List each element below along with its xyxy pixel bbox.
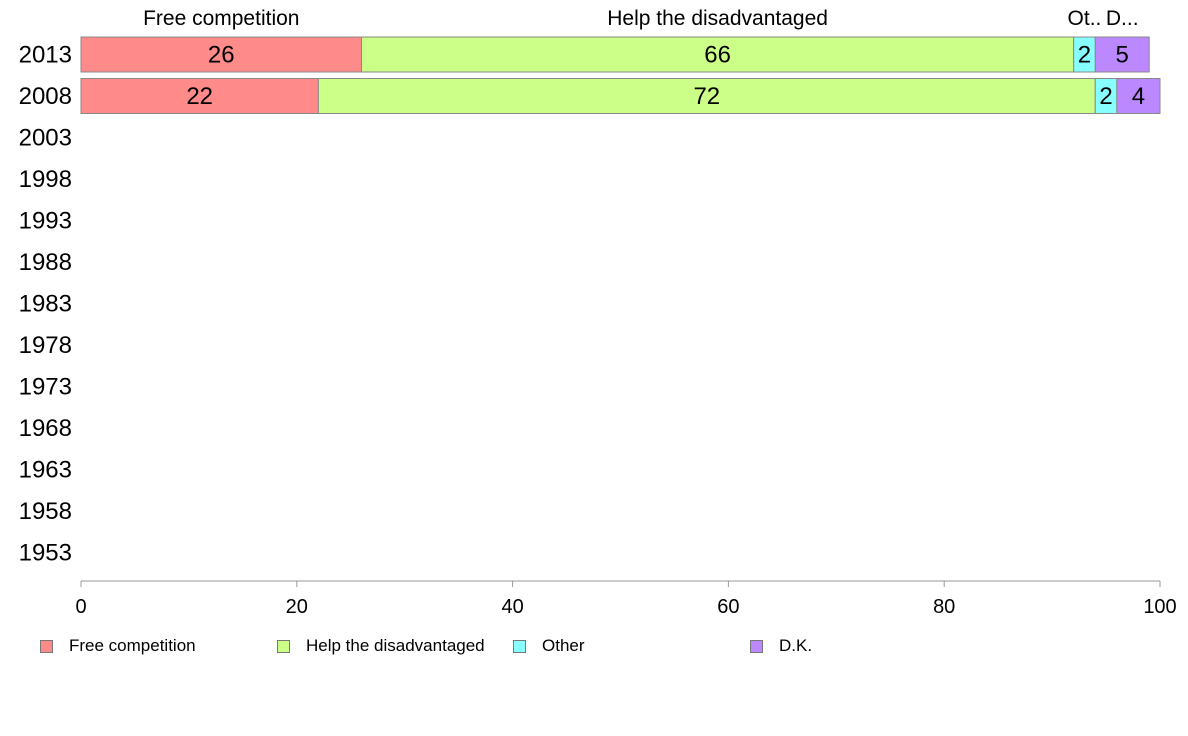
x-tick-label: 80 <box>933 596 955 618</box>
y-tick-label: 1953 <box>19 540 72 567</box>
data-label: 22 <box>186 83 213 110</box>
data-label: 5 <box>1116 42 1129 69</box>
top-category-label: Help the disadvantaged <box>607 7 828 30</box>
legend-swatch <box>277 639 290 653</box>
data-label: 4 <box>1132 83 1145 110</box>
legend-item: Free competition <box>40 636 196 656</box>
data-label: 72 <box>693 83 720 110</box>
y-tick-label: 1978 <box>19 332 72 359</box>
bar-segment <box>80 78 319 114</box>
x-tick-label: 60 <box>717 596 739 618</box>
legend-item: D.K. <box>750 636 812 656</box>
legend-swatch <box>750 639 763 653</box>
top-category-label: Free competition <box>143 7 299 30</box>
top-category-labels: Free competition Help the disadvantaged Ot… <box>143 7 1139 30</box>
y-tick-label: 1983 <box>19 291 72 318</box>
legend-item: Other <box>513 636 585 656</box>
y-tick-label: 2003 <box>19 125 72 152</box>
legend-swatch <box>40 639 53 653</box>
y-tick-label: 2013 <box>19 42 72 69</box>
y-tick-label: 1998 <box>19 166 72 193</box>
legend-label: D.K. <box>779 636 813 655</box>
data-label: 66 <box>704 42 731 69</box>
y-tick-label: 2008 <box>19 83 72 110</box>
bar-segment <box>1094 36 1150 73</box>
legend-label: Help the disadvantaged <box>306 636 485 655</box>
top-category-label: Ot.. <box>1068 7 1102 30</box>
y-tick-label: 1968 <box>19 415 72 442</box>
x-tick-label: 40 <box>501 596 523 618</box>
bars: 26 66 2 522 72 2 4 <box>80 36 1161 114</box>
data-label: 26 <box>208 42 235 69</box>
y-tick-label: 1988 <box>19 249 72 276</box>
x-axis: 0 20 40 60 80 100 <box>75 580 1177 618</box>
x-tick-label: 0 <box>75 596 86 618</box>
bar-segment <box>80 36 363 73</box>
y-tick-label: 1963 <box>19 457 72 484</box>
bar-segment <box>317 78 1096 114</box>
legend-label: Other <box>542 636 585 655</box>
x-tick-label: 20 <box>286 596 308 618</box>
legend-swatch <box>513 639 526 653</box>
data-label: 2 <box>1099 83 1112 110</box>
legend-item: Help the disadvantaged <box>277 636 485 656</box>
x-tick-label: 100 <box>1143 596 1176 618</box>
legend: Free competition Help the disadvantaged Ot… <box>40 636 860 656</box>
y-axis-labels: 2013 2008 2003 1998 1993 1988 1983 1978 1973 1968… <box>19 42 72 567</box>
top-category-label: D... <box>1106 7 1139 30</box>
y-tick-label: 1993 <box>19 208 72 235</box>
y-tick-label: 1958 <box>19 498 72 525</box>
legend-label: Free competition <box>69 636 196 655</box>
y-tick-label: 1973 <box>19 374 72 401</box>
bar-segment <box>1116 78 1161 114</box>
bar-segment <box>361 36 1075 73</box>
data-label: 2 <box>1078 42 1091 69</box>
